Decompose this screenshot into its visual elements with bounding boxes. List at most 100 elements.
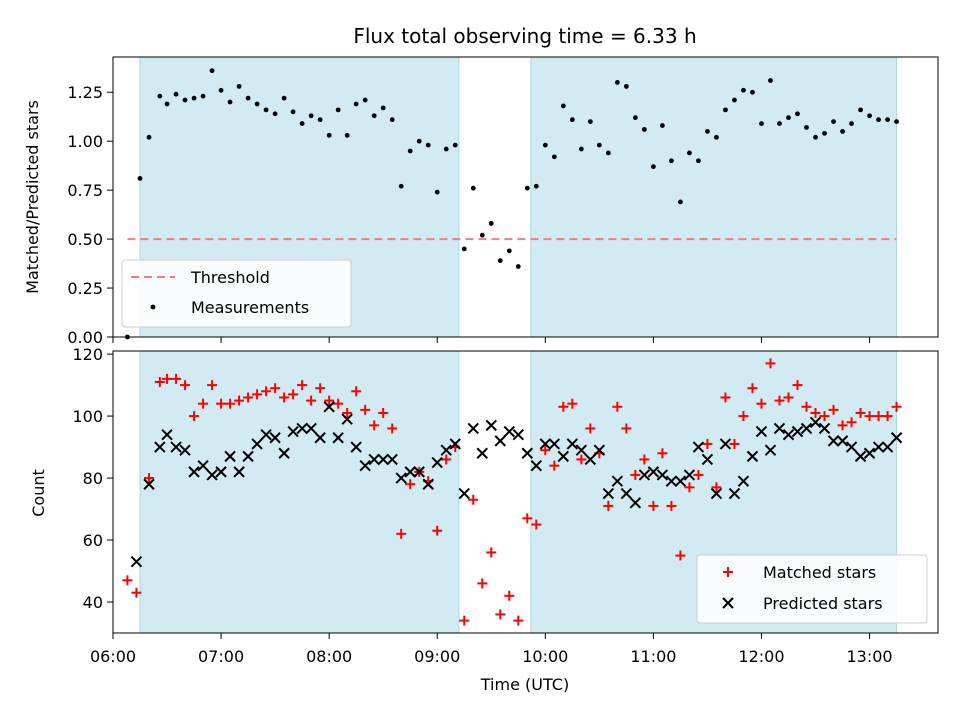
measurement-point xyxy=(335,107,341,113)
matched-star-point xyxy=(729,438,740,449)
matched-star-point xyxy=(243,392,254,403)
y-axis-label: Matched/Predicted stars xyxy=(23,100,42,294)
legend-measurements-label: Measurements xyxy=(191,298,309,317)
matched-star-point xyxy=(297,380,308,391)
predicted-star-point xyxy=(188,466,200,478)
predicted-star-point xyxy=(503,425,515,438)
measurement-point xyxy=(416,138,422,144)
measurement-point xyxy=(182,97,188,103)
predicted-star-point xyxy=(872,441,885,453)
marker-stroke xyxy=(341,413,353,425)
marker-stroke xyxy=(287,425,299,438)
predicted-star-point xyxy=(350,441,362,453)
measurement-point xyxy=(515,264,521,269)
measurement-point xyxy=(732,97,737,103)
y-tick-label: 0.50 xyxy=(67,230,103,249)
predicted-star-point xyxy=(341,413,353,425)
marker-stroke xyxy=(764,444,777,456)
matched-star-point xyxy=(612,401,623,412)
matched-star-point xyxy=(122,575,133,586)
predicted-star-point xyxy=(566,438,579,450)
marker-stroke xyxy=(746,450,759,463)
predicted-star-point xyxy=(494,435,506,447)
matched-star-point xyxy=(324,395,335,406)
marker-stroke xyxy=(143,478,155,490)
predicted-star-point xyxy=(890,432,903,444)
matched-star-point xyxy=(792,380,803,391)
measurement-point xyxy=(254,101,260,107)
marker-stroke xyxy=(161,428,173,441)
marker-stroke xyxy=(722,597,734,609)
marker-stroke xyxy=(638,469,651,481)
y-tick-label: 0.75 xyxy=(67,181,103,200)
legend-marker xyxy=(723,567,733,577)
predicted-star-point xyxy=(773,422,786,435)
marker-stroke xyxy=(251,438,263,450)
predicted-star-point xyxy=(647,466,660,478)
predicted-star-point xyxy=(863,447,876,459)
matched-star-point xyxy=(837,420,848,431)
predicted-star-point xyxy=(314,432,326,444)
y-tick-label: 1.00 xyxy=(67,132,103,151)
y-tick-label: 80 xyxy=(83,469,103,488)
matched-star-point xyxy=(279,392,290,403)
predicted-star-point xyxy=(269,432,281,444)
measurement-point xyxy=(146,134,152,140)
marker-stroke xyxy=(215,466,227,478)
matched-star-point xyxy=(648,500,659,511)
marker-stroke xyxy=(602,487,615,500)
marker-stroke xyxy=(278,447,290,459)
marker-stroke xyxy=(818,422,831,435)
measurement-point xyxy=(272,111,278,117)
marker-stroke xyxy=(323,401,335,413)
predicted-star-point xyxy=(701,453,714,466)
measurement-point xyxy=(678,199,683,205)
predicted-star-point xyxy=(278,447,290,459)
measurement-point xyxy=(353,101,359,107)
marker-stroke xyxy=(548,438,561,450)
measurement-point xyxy=(623,83,629,89)
marker-stroke xyxy=(674,475,687,487)
legend-marker xyxy=(722,597,734,609)
measurement-point xyxy=(488,221,494,226)
predicted-star-point xyxy=(422,478,434,490)
predicted-star-point xyxy=(665,475,678,487)
matched-star-point xyxy=(486,547,497,558)
marker-stroke xyxy=(791,425,804,438)
y-tick-label: 40 xyxy=(83,593,103,612)
marker-stroke xyxy=(242,450,254,463)
legend-predicted-label: Predicted stars xyxy=(763,594,883,613)
measurement-point xyxy=(741,87,746,93)
marker-stroke xyxy=(521,447,534,459)
matched-star-point xyxy=(630,469,641,480)
matched-star-point xyxy=(441,454,452,465)
marker-stroke xyxy=(773,422,786,435)
predicted-star-point xyxy=(719,438,732,450)
matched-star-point xyxy=(783,392,794,403)
matched-star-point xyxy=(675,550,686,561)
measurement-point xyxy=(587,119,593,125)
predicted-star-point xyxy=(458,487,470,500)
predicted-star-point xyxy=(332,432,344,444)
legend-threshold-label: Threshold xyxy=(190,268,270,287)
plot-frame xyxy=(112,350,939,634)
observing-window xyxy=(139,350,460,634)
observing-window xyxy=(530,56,898,338)
marker-stroke xyxy=(620,487,633,500)
measurement-point xyxy=(822,130,827,136)
matched-star-point xyxy=(576,454,587,465)
predicted-star-point xyxy=(746,450,759,463)
marker-stroke xyxy=(683,469,696,481)
matched-star-point xyxy=(873,411,884,422)
measurement-point xyxy=(813,134,818,140)
marker-stroke xyxy=(557,450,570,463)
y-axis-ticks: 0.00 0.25 0.50 0.75 1.00 1.25 xyxy=(67,83,113,347)
predicted-star-point xyxy=(692,441,705,453)
measurement-point xyxy=(326,132,332,138)
x-tick-label: 07:00 xyxy=(198,647,244,666)
matched-star-point xyxy=(738,411,749,422)
y-axis-label: Count xyxy=(29,469,48,517)
marker-stroke xyxy=(530,459,543,472)
measurement-point xyxy=(840,129,845,134)
measurement-point xyxy=(434,189,440,195)
